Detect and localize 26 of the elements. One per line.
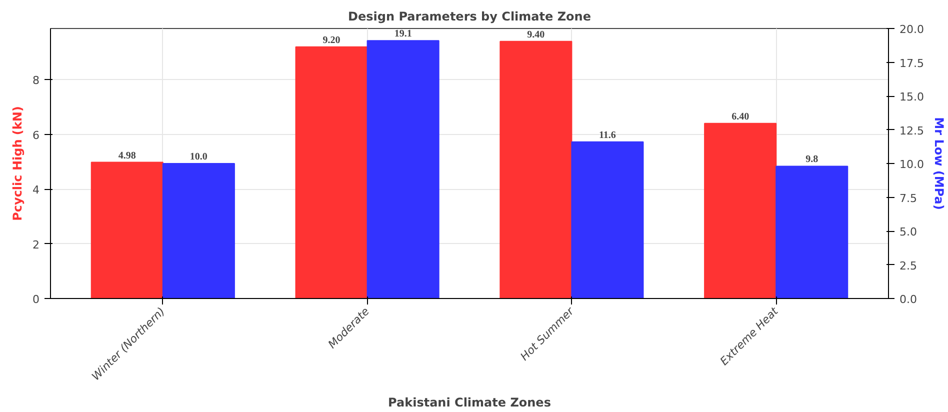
y2-axis-title: Mr Low (MPa) (932, 117, 946, 210)
y2-tick-label: 20.0 (900, 23, 924, 36)
y-tick-label: 6 (32, 128, 40, 142)
data-label: 4.98 (118, 150, 136, 162)
y2-tick-label: 10.0 (900, 158, 924, 171)
data-label: 9.40 (527, 29, 545, 40)
data-label: 9.8 (806, 154, 818, 166)
y2-tick-label: 15.0 (900, 90, 924, 104)
data-label: 6.40 (732, 111, 750, 122)
data-label: 11.6 (598, 130, 616, 141)
data-label: 10.0 (190, 152, 208, 162)
chart-title: Design Parameters by Climate Zone (348, 10, 591, 24)
y2-tick-label: 0.0 (900, 293, 917, 306)
data-label: 9.20 (322, 34, 340, 46)
y2-tick-label: 12.5 (900, 124, 924, 138)
y-tick-label: 4 (32, 184, 40, 197)
data-label: 19.1 (394, 28, 412, 40)
y-tick-label: 8 (32, 74, 40, 88)
y-tick-label: 2 (32, 238, 40, 252)
x-axis-title: Pakistani Climate Zones (388, 396, 551, 410)
y2-tick-label: 2.5 (900, 259, 917, 272)
y2-tick-label: 5.0 (900, 226, 917, 238)
y2-tick-label: 7.5 (900, 192, 917, 205)
y-tick-label: 0 (32, 293, 40, 306)
y2-tick-label: 17.5 (900, 56, 924, 70)
y-axis-title: Pcyclic High (kN) (10, 106, 24, 221)
